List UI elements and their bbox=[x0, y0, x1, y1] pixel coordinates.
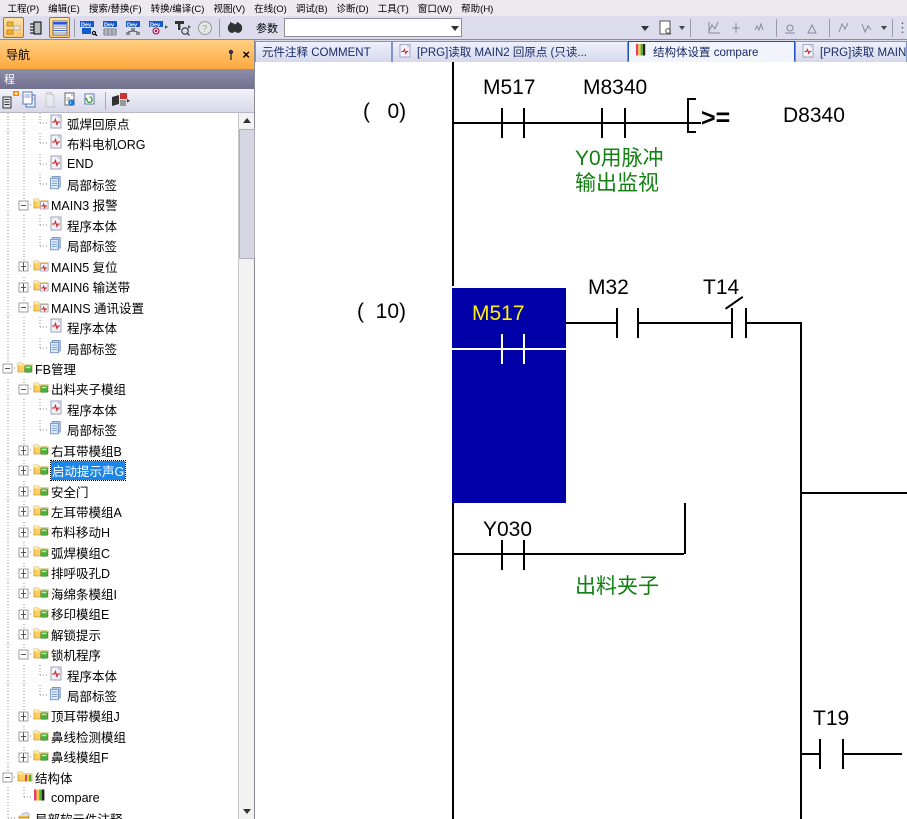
svg-text:i: i bbox=[70, 100, 71, 105]
svg-text:Dev: Dev bbox=[81, 22, 92, 28]
svg-text:Dev: Dev bbox=[150, 22, 161, 28]
svg-text:Dev: Dev bbox=[104, 22, 115, 28]
svg-text:Dev: Dev bbox=[127, 22, 138, 28]
svg-text:?: ? bbox=[202, 23, 207, 33]
